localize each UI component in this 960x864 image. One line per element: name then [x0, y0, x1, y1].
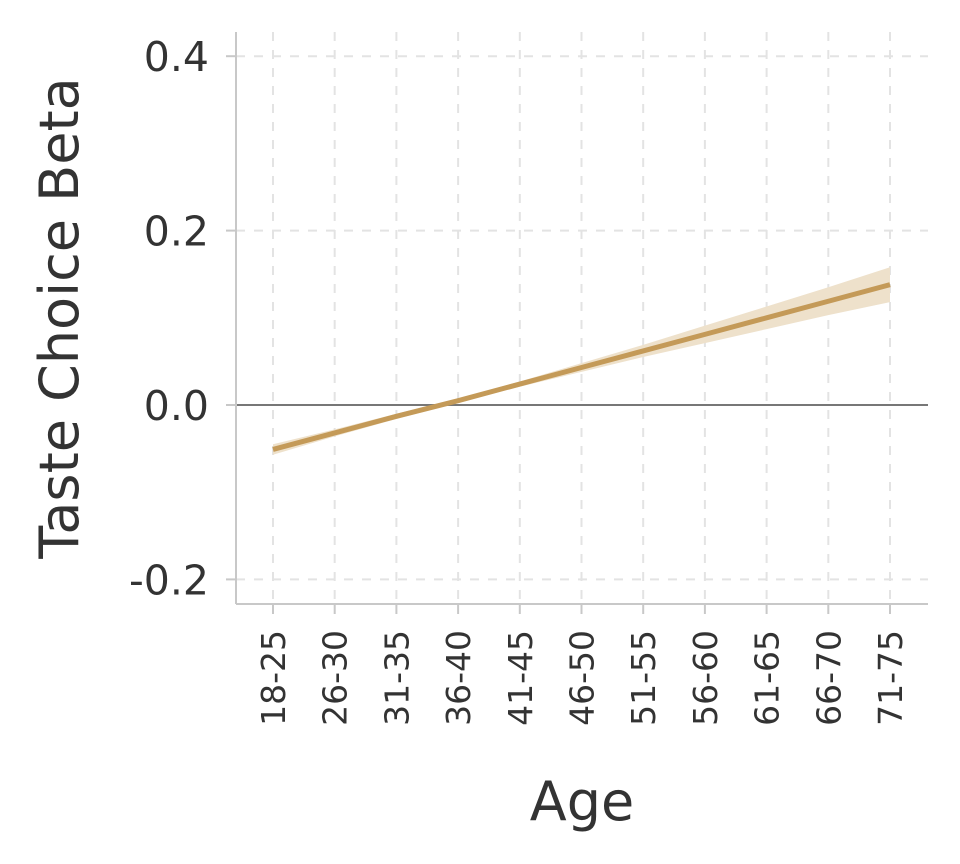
grid	[236, 32, 928, 604]
axes	[226, 32, 928, 614]
y-tick-label: 0.4	[144, 33, 209, 81]
x-tick-label: 41-45	[501, 630, 540, 726]
x-tick-label: 71-75	[871, 630, 910, 726]
x-tick-label: 36-40	[439, 630, 478, 726]
x-tick-label: 51-55	[624, 630, 663, 726]
x-axis-title: Age	[530, 770, 634, 833]
x-tick-labels: 18-25 26-30 31-35 36-40 41-45 46-50 51-55 56-60…	[254, 630, 910, 726]
y-tick-label: 0.2	[144, 208, 209, 256]
x-tick-label: 26-30	[316, 630, 355, 726]
x-tick-label: 18-25	[254, 630, 293, 726]
y-tick-label: 0.0	[144, 382, 209, 430]
y-tick-label: -0.2	[129, 556, 209, 604]
x-tick-label: 61-65	[748, 630, 787, 726]
x-tick-label: 46-50	[563, 630, 602, 726]
series-line	[272, 282, 891, 452]
series-line-layer	[272, 282, 891, 452]
x-tick-label: 66-70	[809, 630, 848, 726]
x-tick-label: 56-60	[686, 630, 725, 726]
x-tick-label: 31-35	[377, 630, 416, 726]
y-tick-labels: -0.2 0.0 0.2 0.4	[129, 33, 209, 604]
y-axis-title: Taste Choice Beta	[28, 77, 91, 559]
